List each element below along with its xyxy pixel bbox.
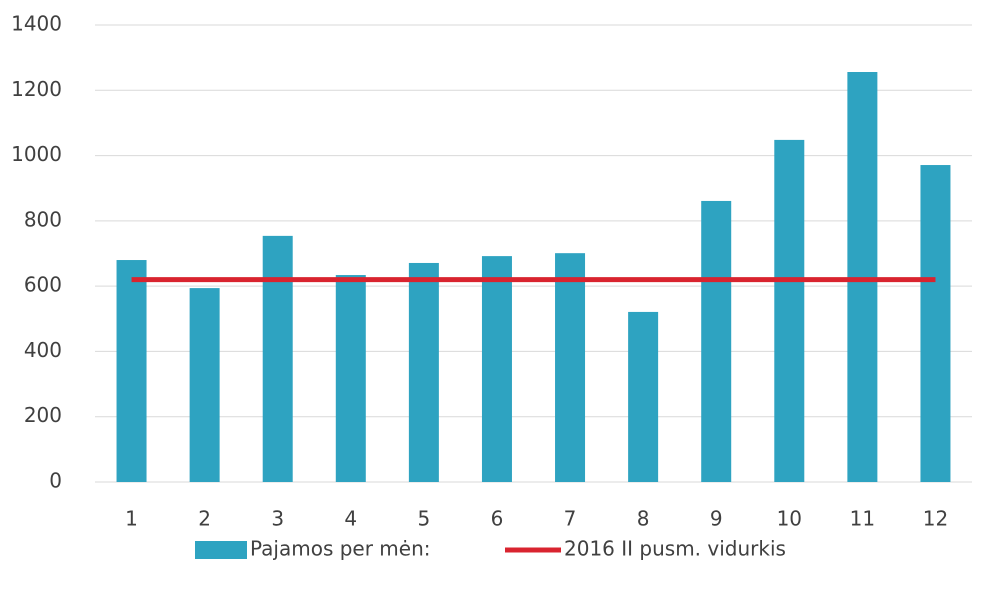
bar [189,288,220,482]
bar [847,72,878,483]
bar [920,165,951,483]
y-tick-label: 600 [24,273,62,297]
y-tick-label: 1400 [11,12,62,36]
bar [408,262,439,482]
bar [335,275,366,482]
bar [481,256,512,482]
x-tick-label: 3 [271,507,284,531]
bar [701,200,732,482]
x-tick-label: 6 [491,507,504,531]
x-tick-label: 9 [710,507,723,531]
legend-label: 2016 II pusm. vidurkis [564,537,786,561]
legend-swatch [195,541,247,559]
x-tick-label: 8 [637,507,650,531]
x-tick-label: 12 [923,507,948,531]
y-tick-label: 1200 [11,77,62,101]
x-tick-label: 1 [125,507,138,531]
bar [628,311,659,482]
x-tick-label: 10 [777,507,802,531]
y-tick-label: 800 [24,207,62,231]
bar [262,235,293,482]
x-tick-label: 11 [850,507,875,531]
bar [774,139,805,482]
x-tick-label: 7 [564,507,577,531]
legend-label: Pajamos per mėn: [250,537,431,561]
x-tick-label: 2 [198,507,211,531]
y-tick-label: 400 [24,338,62,362]
x-tick-label: 5 [418,507,431,531]
bar [116,260,147,482]
y-tick-label: 200 [24,403,62,427]
bar [555,253,586,482]
y-tick-label: 1000 [11,142,62,166]
y-tick-label: 0 [49,469,62,493]
x-tick-label: 4 [344,507,357,531]
